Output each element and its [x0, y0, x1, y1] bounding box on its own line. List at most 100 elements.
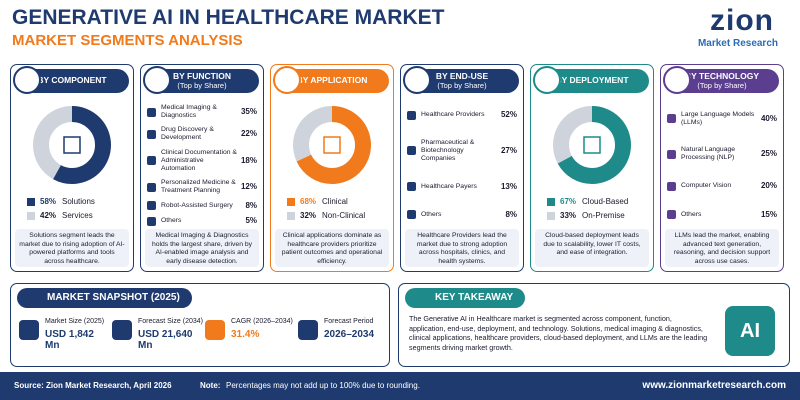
legend-swatch [547, 211, 555, 220]
item-name: Clinical Documentation & Administrative … [161, 148, 237, 172]
item-share: 8% [505, 209, 517, 219]
metric: Market Size (2025) USD 1,842 Mn [19, 318, 111, 351]
item-icon [407, 110, 416, 120]
metric-value: USD 21,640 Mn [138, 329, 193, 351]
list-item: Pharmaceutical & Biotechnology Companies… [407, 139, 517, 163]
legend-swatch [287, 197, 295, 206]
legend-item: 32% Non-Clinical [287, 211, 365, 220]
metric: Forecast Period 2026–2034 [298, 318, 390, 340]
icon [533, 66, 561, 94]
panel: BY END-USE (Top by Share) Healthcare Provi… [400, 64, 524, 272]
list-item: Healthcare Providers 52% [407, 110, 517, 120]
segment-value: 32% [300, 211, 317, 220]
legend-item: 58% Solutions [27, 197, 95, 206]
panel-title: BY FUNCTION [173, 71, 231, 81]
item-share: 40% [760, 113, 777, 123]
item-share: 8% [245, 200, 257, 210]
item-list: Healthcare Providers 52% Pharmaceutical & … [401, 101, 523, 229]
segment-name: Cloud-Based [582, 197, 629, 206]
item-name: Pharmaceutical & Biotechnology Companies [421, 138, 475, 162]
donut-segment [293, 106, 371, 184]
list-item: Natural Language Processing (NLP) 25% [667, 146, 777, 162]
item-share: 25% [760, 149, 777, 159]
legend-swatch [27, 197, 35, 206]
panel-note: Solutions segment leads the market due t… [15, 229, 129, 267]
item-icon [407, 182, 416, 192]
panel: BY COMPONENT 58% Solutions 42% Services Solut… [10, 64, 134, 272]
panel-subtitle: (Top by Share) [437, 81, 487, 90]
metric-label: Market Size (2025) [45, 318, 105, 325]
list-item: Robot-Assisted Surgery 8% [147, 200, 257, 211]
item-name: Personalized Medicine & Treatment Planni… [161, 179, 236, 195]
legend-item: 67% Cloud-Based [547, 197, 628, 206]
panel-subtitle: (Top by Share) [177, 81, 227, 90]
legend-swatch [547, 197, 555, 206]
item-share: 12% [240, 182, 257, 192]
icon [273, 66, 301, 94]
panel-note: Healthcare Providers lead the market due… [405, 229, 519, 267]
panel-subtitle: (Top by Share) [697, 81, 747, 90]
donut [293, 106, 371, 184]
metric-label: Forecast Period [324, 318, 374, 325]
item-list: Large Language Models (LLMs) 40% Natural L… [661, 101, 783, 229]
takeaway-text: The Generative AI in Healthcare market i… [409, 314, 708, 352]
center-icon [323, 136, 341, 154]
segment-name: Clinical [322, 197, 348, 206]
item-list: Medical Imaging & Diagnostics 35% Drug Dis… [141, 101, 263, 229]
item-name: Medical Imaging & Diagnostics [161, 104, 217, 120]
item-name: Computer Vision [681, 182, 732, 190]
panel-note: LLMs lead the market, enabling advanced … [665, 229, 779, 267]
list-item: Others 15% [667, 209, 777, 220]
list-item: Medical Imaging & Diagnostics 35% [147, 104, 257, 120]
panel-header: BY TECHNOLOGY (Top by Share) [663, 66, 779, 94]
segment-value: 58% [40, 197, 57, 206]
panel-header: BY COMPONENT [13, 66, 129, 94]
footer: Source: Zion Market Research, April 2026… [0, 372, 800, 400]
item-share: 18% [240, 155, 257, 165]
center-icon [583, 136, 601, 154]
panel: BY APPLICATION 68% Clinical 32% Non-Clinical… [270, 64, 394, 272]
legend-swatch [27, 211, 35, 220]
list-item: Personalized Medicine & Treatment Planni… [147, 179, 257, 195]
panel: BY FUNCTION (Top by Share) Medical Imaging… [140, 64, 264, 272]
icon [403, 66, 431, 94]
metric-label: CAGR (2026–2034) [231, 318, 293, 325]
item-share: 22% [240, 129, 257, 139]
list-item: Others 5% [147, 216, 257, 226]
segment-value: 42% [40, 211, 57, 220]
panel-title: BY DEPLOYMENT [555, 75, 629, 85]
item-share: 15% [760, 209, 777, 219]
takeaway-title: KEY TAKEAWAY [405, 288, 526, 308]
segment-value: 68% [300, 197, 317, 206]
item-icon [147, 156, 156, 166]
panel-title: BY TECHNOLOGY [685, 71, 759, 81]
item-icon [407, 146, 416, 156]
logo: zion [710, 4, 774, 37]
source: Source: Zion Market Research, April 2026 [14, 381, 172, 390]
item-icon [667, 149, 676, 159]
item-icon [667, 114, 676, 124]
item-name: Large Language Models (LLMs) [681, 110, 755, 126]
item-share: 5% [245, 216, 257, 226]
metric-icon [112, 320, 132, 340]
item-name: Others [681, 210, 702, 218]
item-name: Robot-Assisted Surgery [161, 201, 233, 209]
list-item: Computer Vision 20% [667, 181, 777, 191]
item-share: 13% [500, 181, 517, 191]
item-icon [407, 210, 416, 220]
snapshot-box: MARKET SNAPSHOT (2025) Market Size (2025… [10, 283, 390, 367]
panel-header: BY APPLICATION [273, 66, 389, 94]
list-item: Clinical Documentation & Administrative … [147, 149, 257, 173]
list-item: Large Language Models (LLMs) 40% [667, 111, 777, 127]
segment-name: Solutions [62, 197, 95, 206]
donut [33, 106, 111, 184]
panel-note: Clinical applications dominate as health… [275, 229, 389, 267]
icon [663, 66, 691, 94]
metric-icon [298, 320, 318, 340]
icon [143, 66, 171, 94]
metric-icon [205, 320, 225, 340]
item-share: 35% [240, 107, 257, 117]
segment-value: 33% [560, 211, 577, 220]
item-name: Natural Language Processing (NLP) [681, 146, 736, 162]
item-icon [667, 181, 676, 191]
